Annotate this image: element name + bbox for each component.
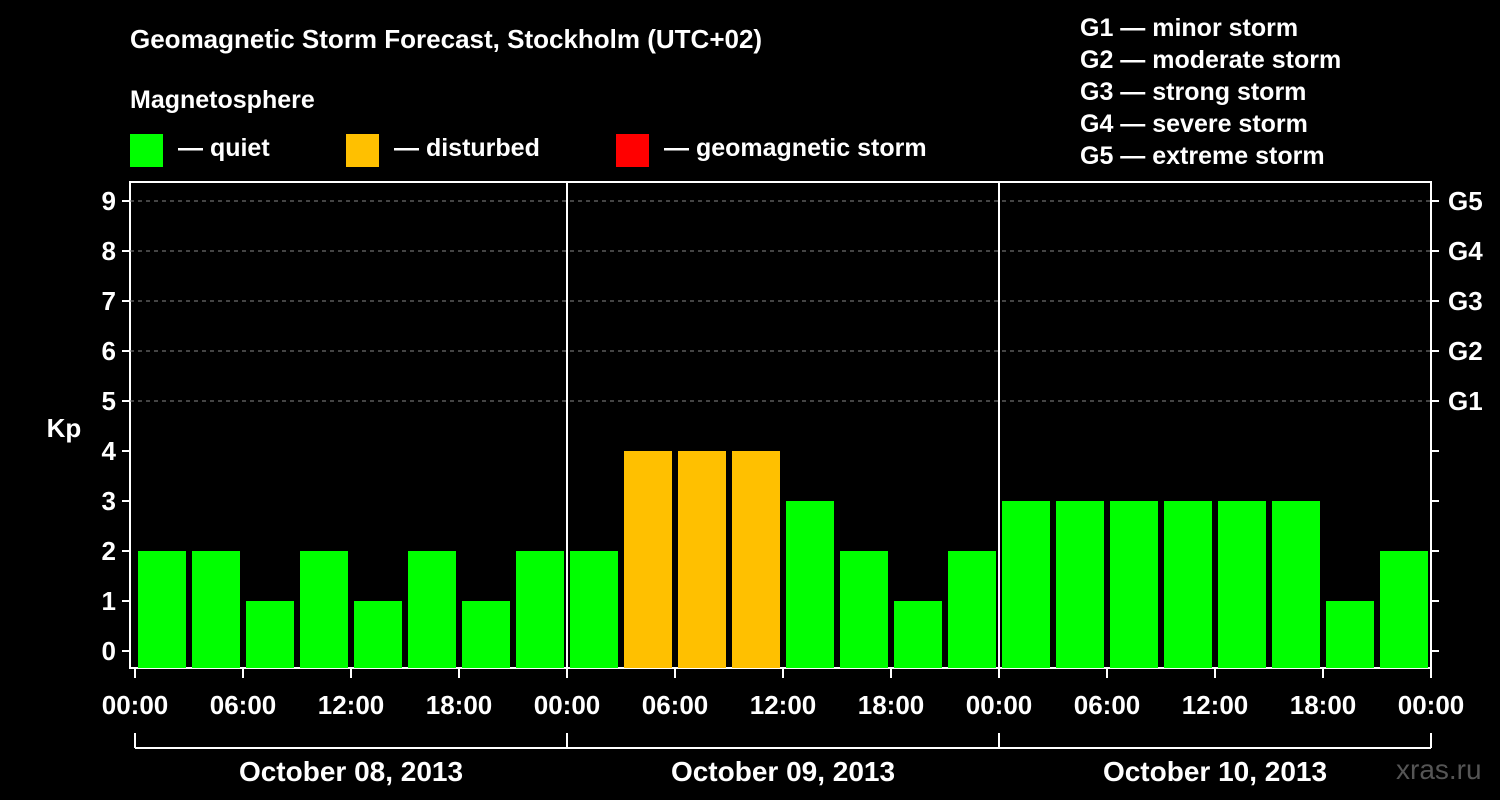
legend-label-storm: — geomagnetic storm [664, 134, 927, 162]
y-tick-label: 4 [102, 436, 117, 466]
kp-bar [1056, 501, 1104, 668]
x-tick-label: 18:00 [858, 690, 925, 720]
legend-label-quiet: — quiet [178, 134, 270, 162]
x-tick-label: 00:00 [1398, 690, 1465, 720]
storm-level-label: G4 [1448, 236, 1483, 266]
storm-level-label: G1 [1448, 386, 1483, 416]
kp-bar [246, 601, 294, 668]
chart-title: Geomagnetic Storm Forecast, Stockholm (U… [130, 24, 763, 54]
kp-bar [678, 451, 726, 668]
kp-bar [732, 451, 780, 668]
kp-bar [1380, 551, 1428, 668]
storm-scale-g5: G5 — extreme storm [1080, 142, 1325, 170]
day-label: October 10, 2013 [1103, 756, 1327, 787]
kp-bar [1218, 501, 1266, 668]
y-tick-label: 7 [102, 286, 116, 316]
kp-bar [192, 551, 240, 668]
kp-bar [570, 551, 618, 668]
kp-bar [948, 551, 996, 668]
kp-bar [408, 551, 456, 668]
kp-bar [894, 601, 942, 668]
y-tick-label: 2 [102, 536, 116, 566]
x-tick-label: 00:00 [102, 690, 169, 720]
x-tick-label: 06:00 [210, 690, 277, 720]
legend-swatch-disturbed [346, 134, 379, 167]
storm-scale-g3: G3 — strong storm [1080, 78, 1307, 106]
y-tick-label: 6 [102, 336, 116, 366]
kp-bar [1110, 501, 1158, 668]
kp-bar [1326, 601, 1374, 668]
day-label: October 09, 2013 [671, 756, 895, 787]
kp-bar [840, 551, 888, 668]
legend-label-disturbed: — disturbed [394, 134, 540, 162]
kp-bar [1272, 501, 1320, 668]
legend-title: Magnetosphere [130, 86, 315, 114]
kp-bar [138, 551, 186, 668]
x-tick-label: 06:00 [642, 690, 709, 720]
y-tick-label: 3 [102, 486, 116, 516]
storm-level-label: G2 [1448, 336, 1483, 366]
x-tick-label: 00:00 [534, 690, 601, 720]
y-tick-label: 1 [102, 586, 116, 616]
kp-bar [516, 551, 564, 668]
y-tick-label: 9 [102, 186, 116, 216]
x-tick-label: 18:00 [426, 690, 493, 720]
legend-swatch-quiet [130, 134, 163, 167]
plot-frame [129, 181, 1432, 669]
y-axis-label: Kp [47, 413, 82, 443]
watermark: xras.ru [1396, 754, 1482, 785]
x-tick-label: 12:00 [1182, 690, 1249, 720]
day-label: October 08, 2013 [239, 756, 463, 787]
storm-scale-g1: G1 — minor storm [1080, 14, 1299, 42]
legend-swatch-storm [616, 134, 649, 167]
storm-scale-g2: G2 — moderate storm [1080, 46, 1342, 74]
y-tick-label: 0 [102, 636, 116, 666]
kp-bar [300, 551, 348, 668]
kp-bar [462, 601, 510, 668]
x-tick-label: 06:00 [1074, 690, 1141, 720]
kp-bar [1164, 501, 1212, 668]
y-tick-label: 5 [102, 386, 116, 416]
kp-bar [354, 601, 402, 668]
x-tick-label: 00:00 [966, 690, 1033, 720]
storm-level-label: G3 [1448, 286, 1483, 316]
y-tick-label: 8 [102, 236, 116, 266]
kp-bar [786, 501, 834, 668]
x-tick-label: 12:00 [750, 690, 817, 720]
x-tick-label: 12:00 [318, 690, 385, 720]
kp-bar [624, 451, 672, 668]
storm-level-label: G5 [1448, 186, 1483, 216]
x-tick-label: 18:00 [1290, 690, 1357, 720]
storm-scale-g4: G4 — severe storm [1080, 110, 1308, 138]
kp-bar [1002, 501, 1050, 668]
